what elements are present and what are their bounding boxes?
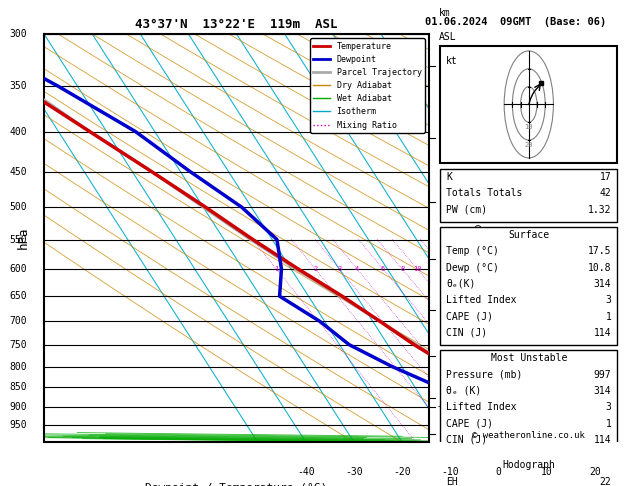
Text: 950: 950 xyxy=(9,420,26,430)
Text: -7: -7 xyxy=(439,133,450,143)
Text: -40: -40 xyxy=(297,467,314,477)
Text: 1: 1 xyxy=(606,418,611,429)
Text: Dewpoint / Temperature (°C): Dewpoint / Temperature (°C) xyxy=(145,483,328,486)
Text: CIN (J): CIN (J) xyxy=(446,328,487,338)
Text: 17.5: 17.5 xyxy=(588,246,611,256)
Text: ASL: ASL xyxy=(439,32,457,42)
Text: 350: 350 xyxy=(9,81,26,91)
Text: km: km xyxy=(439,8,450,17)
Text: CAPE (J): CAPE (J) xyxy=(446,312,493,322)
Text: -3: -3 xyxy=(439,351,450,361)
Text: © weatheronline.co.uk: © weatheronline.co.uk xyxy=(472,431,585,440)
Text: Totals Totals: Totals Totals xyxy=(446,189,523,198)
Text: 2: 2 xyxy=(313,266,318,272)
Text: 10: 10 xyxy=(541,467,552,477)
Text: 550: 550 xyxy=(9,235,26,244)
Bar xyxy=(440,350,617,452)
Text: 1.32: 1.32 xyxy=(588,205,611,215)
Text: 3: 3 xyxy=(337,266,342,272)
Text: 1: 1 xyxy=(274,266,279,272)
Text: 850: 850 xyxy=(9,382,26,392)
Bar xyxy=(440,226,617,345)
Text: -6: -6 xyxy=(439,197,450,207)
Text: 750: 750 xyxy=(9,340,26,350)
Text: Hodograph: Hodograph xyxy=(503,460,555,470)
Text: -8: -8 xyxy=(439,61,450,71)
Text: 114: 114 xyxy=(594,328,611,338)
Text: 20: 20 xyxy=(525,142,533,148)
Text: K: K xyxy=(446,172,452,182)
Text: -20: -20 xyxy=(393,467,411,477)
Text: kt: kt xyxy=(446,56,458,67)
Text: Lifted Index: Lifted Index xyxy=(446,402,516,412)
Text: 997: 997 xyxy=(594,369,611,380)
Text: EH: EH xyxy=(446,477,458,486)
Text: hPa: hPa xyxy=(16,227,30,249)
Text: -10: -10 xyxy=(442,467,459,477)
Text: -: - xyxy=(437,402,442,411)
Text: -1: -1 xyxy=(439,429,450,439)
Text: 300: 300 xyxy=(9,29,26,39)
Text: 0: 0 xyxy=(496,467,501,477)
Text: 700: 700 xyxy=(9,316,26,326)
Text: 314: 314 xyxy=(594,279,611,289)
Title: 43°37'N  13°22'E  119m  ASL: 43°37'N 13°22'E 119m ASL xyxy=(135,18,338,32)
Text: 17: 17 xyxy=(599,172,611,182)
Text: 800: 800 xyxy=(9,362,26,372)
Text: 450: 450 xyxy=(9,167,26,176)
Text: Dewp (°C): Dewp (°C) xyxy=(446,262,499,273)
Text: 4: 4 xyxy=(355,266,359,272)
Text: 314: 314 xyxy=(594,386,611,396)
Text: 42: 42 xyxy=(599,189,611,198)
Text: 1LCL: 1LCL xyxy=(439,402,459,411)
Text: PW (cm): PW (cm) xyxy=(446,205,487,215)
Legend: Temperature, Dewpoint, Parcel Trajectory, Dry Adiabat, Wet Adiabat, Isotherm, Mi: Temperature, Dewpoint, Parcel Trajectory… xyxy=(310,38,425,133)
Text: CIN (J): CIN (J) xyxy=(446,435,487,445)
Text: 650: 650 xyxy=(9,291,26,301)
Text: -4: -4 xyxy=(439,305,450,315)
Bar xyxy=(440,46,617,163)
Text: 22: 22 xyxy=(599,477,611,486)
Text: -5: -5 xyxy=(439,254,450,264)
Bar xyxy=(440,457,617,486)
Text: -2: -2 xyxy=(439,393,450,403)
Text: 20: 20 xyxy=(589,467,601,477)
Text: Temp (°C): Temp (°C) xyxy=(446,246,499,256)
Bar xyxy=(440,169,617,222)
Text: θₑ(K): θₑ(K) xyxy=(446,279,476,289)
Text: 3: 3 xyxy=(606,402,611,412)
Text: 1: 1 xyxy=(606,312,611,322)
Text: Surface: Surface xyxy=(508,230,549,240)
Text: 400: 400 xyxy=(9,126,26,137)
Text: 900: 900 xyxy=(9,401,26,412)
Text: 10: 10 xyxy=(413,266,421,272)
Text: 500: 500 xyxy=(9,202,26,212)
Text: 8: 8 xyxy=(400,266,404,272)
Text: 600: 600 xyxy=(9,264,26,274)
Text: Mixing Ratio (g/kg): Mixing Ratio (g/kg) xyxy=(474,182,484,294)
Text: 3: 3 xyxy=(606,295,611,305)
Text: Pressure (mb): Pressure (mb) xyxy=(446,369,523,380)
Text: CAPE (J): CAPE (J) xyxy=(446,418,493,429)
Text: -30: -30 xyxy=(345,467,363,477)
Text: 6: 6 xyxy=(381,266,385,272)
Text: Most Unstable: Most Unstable xyxy=(491,353,567,363)
Text: Lifted Index: Lifted Index xyxy=(446,295,516,305)
Text: 10.8: 10.8 xyxy=(588,262,611,273)
Text: θₑ (K): θₑ (K) xyxy=(446,386,481,396)
Text: 114: 114 xyxy=(594,435,611,445)
Text: 01.06.2024  09GMT  (Base: 06): 01.06.2024 09GMT (Base: 06) xyxy=(425,17,606,27)
Text: 10: 10 xyxy=(525,124,533,130)
